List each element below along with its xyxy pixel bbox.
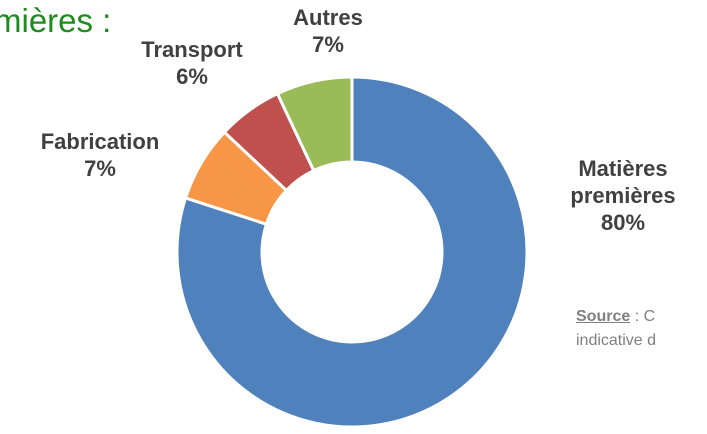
source-line: Source : C xyxy=(576,305,656,329)
donut-segment xyxy=(275,75,354,173)
source: Source : C indicative d xyxy=(576,305,656,353)
data-label: Autres 7% xyxy=(228,4,428,58)
value-label: 7% xyxy=(312,32,344,57)
value-label: 7% xyxy=(84,156,116,181)
value-label: 6% xyxy=(176,64,208,89)
category-label: Fabrication xyxy=(40,129,160,154)
value-label: 80% xyxy=(600,210,646,235)
source-label: Source xyxy=(576,308,631,325)
category-label: Matières premières xyxy=(570,156,676,208)
category-label: Autres xyxy=(293,5,363,30)
donut-segment xyxy=(175,75,529,429)
category-label: Transport xyxy=(141,37,243,62)
data-label: Matières premières 80% xyxy=(553,155,693,236)
source-text: : C xyxy=(630,308,656,325)
source-line2: indicative d xyxy=(576,332,657,349)
heading: mières : xyxy=(0,2,112,39)
data-label: Transport 6% xyxy=(92,36,292,90)
data-label: Fabrication 7% xyxy=(0,128,200,182)
